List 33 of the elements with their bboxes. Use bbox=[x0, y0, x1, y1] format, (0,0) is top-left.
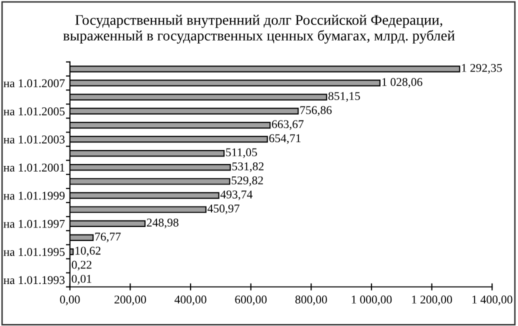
data-label: 0,22 bbox=[72, 260, 92, 270]
y-tick-label: на 1.01.1995 bbox=[4, 248, 65, 256]
x-tick-label: 1 400,00 bbox=[472, 296, 512, 306]
data-label: 493,74 bbox=[220, 190, 252, 200]
data-label: 0,01 bbox=[72, 274, 92, 285]
y-tick-label: на 1.01.1997 bbox=[4, 220, 65, 228]
y-tick-label: на 1.01.2007 bbox=[4, 79, 65, 88]
data-label: 851,15 bbox=[328, 92, 360, 102]
y-tick-label: на 1.01.2005 bbox=[4, 107, 65, 116]
data-label: 76,77 bbox=[95, 232, 121, 242]
data-label: 1 292,35 bbox=[462, 64, 502, 74]
data-label: 450,97 bbox=[208, 204, 240, 214]
x-tick-label: 1 200,00 bbox=[412, 296, 452, 306]
data-label: 10,62 bbox=[76, 246, 100, 256]
x-tick-label: 200,00 bbox=[114, 296, 146, 306]
data-label: 654,71 bbox=[269, 134, 301, 144]
chart-title: Государственный внутренний долг Российской Федерации, выраженный в государственных ценных бумагах, млрд. рублей bbox=[63, 14, 455, 44]
x-tick-label: 800,00 bbox=[295, 296, 327, 306]
data-label: 756,86 bbox=[300, 106, 332, 116]
x-tick-label: 1 000,00 bbox=[352, 296, 392, 306]
y-tick-label: на 1.01.1999 bbox=[4, 192, 65, 200]
data-label: 531,82 bbox=[232, 162, 264, 172]
data-label: 663,67 bbox=[272, 120, 304, 130]
data-label: 529,82 bbox=[232, 176, 263, 186]
x-tick-label: 0,00 bbox=[60, 296, 80, 306]
x-tick-label: 400,00 bbox=[174, 296, 206, 306]
data-label: 1 028,06 bbox=[382, 78, 422, 88]
data-label: 511,05 bbox=[226, 148, 257, 158]
y-tick-label: на 1.01.2001 bbox=[4, 164, 64, 172]
data-label: 248,98 bbox=[146, 218, 178, 228]
y-tick-label: на 1.01.2003 bbox=[4, 136, 65, 144]
y-tick-label: на 1.01.1993 bbox=[4, 276, 65, 284]
x-tick-label: 600,00 bbox=[235, 296, 267, 306]
